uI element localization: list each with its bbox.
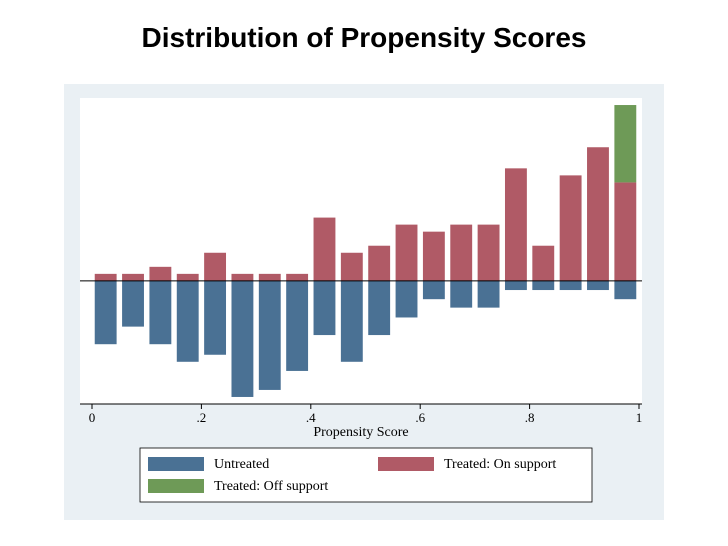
bar-treated-on-support-6 [258,273,281,281]
bars-group [94,105,637,397]
legend-label-untreated: Untreated [214,457,269,472]
bar-untreated-8 [313,280,336,336]
bar-treated-on-support-3 [176,273,199,281]
bar-untreated-2 [149,280,172,345]
bar-untreated-13 [450,280,473,308]
bar-treated-on-support-19 [614,182,637,281]
bar-untreated-17 [559,280,582,291]
bar-treated-on-support-4 [204,252,227,281]
bar-treated-on-support-5 [231,273,254,281]
legend-label-treated-off-support: Treated: Off support [214,479,328,494]
x-tick-label: .4 [306,410,316,425]
bar-untreated-4 [204,280,227,355]
propensity-histogram-chart: 0 .2 .4 .6 .8 1 Propensity Score Untreated Tr… [64,84,664,520]
x-tick-label: 0 [89,410,96,425]
bar-treated-on-support-18 [587,147,609,281]
legend-box [139,447,593,503]
bar-treated-on-support-1 [122,273,144,281]
bar-treated-on-support-16 [532,245,555,281]
legend: Untreated Treated: On support Treated: O… [139,447,593,503]
bar-untreated-14 [477,280,500,308]
bar-treated-off-support-19 [614,105,637,183]
bar-treated-on-support-2 [149,266,172,281]
x-axis-label: Propensity Score [313,425,408,440]
legend-swatch-treated-on-support [378,457,434,471]
bar-treated-on-support-0 [94,273,117,281]
x-tick-label: .2 [197,410,207,425]
bar-treated-on-support-15 [504,168,527,281]
x-tick-label: .8 [525,410,535,425]
bar-treated-on-support-14 [477,224,500,281]
bar-untreated-7 [286,280,309,371]
x-axis-ticks: 0 .2 .4 .6 .8 1 [89,404,643,425]
bar-treated-on-support-12 [422,231,445,281]
bar-treated-on-support-7 [286,273,309,281]
legend-swatch-untreated [148,457,204,471]
bar-treated-on-support-13 [450,224,473,281]
x-tick-label: 1 [636,410,643,425]
bar-untreated-16 [532,280,555,291]
chart-container: 0 .2 .4 .6 .8 1 Propensity Score Untreated Tr… [64,84,664,520]
bar-treated-on-support-10 [368,245,391,281]
bar-untreated-11 [395,280,418,318]
bar-treated-on-support-11 [395,224,418,281]
bar-untreated-0 [94,280,117,345]
legend-swatch-treated-off-support [148,479,204,493]
bar-untreated-6 [258,280,281,390]
bar-treated-on-support-17 [559,175,582,281]
bar-treated-on-support-8 [313,217,336,281]
slide-title: Distribution of Propensity Scores [141,22,587,53]
bar-treated-on-support-9 [340,252,363,281]
bar-untreated-9 [340,280,363,362]
bar-untreated-18 [587,280,609,291]
legend-label-treated-on-support: Treated: On support [444,457,556,472]
bar-untreated-5 [231,280,254,397]
bar-untreated-15 [504,280,527,291]
bar-untreated-1 [122,280,144,327]
bar-untreated-10 [368,280,391,336]
bar-untreated-19 [614,280,637,300]
bar-untreated-3 [176,280,199,362]
x-tick-label: .6 [415,410,425,425]
bar-untreated-12 [422,280,445,300]
